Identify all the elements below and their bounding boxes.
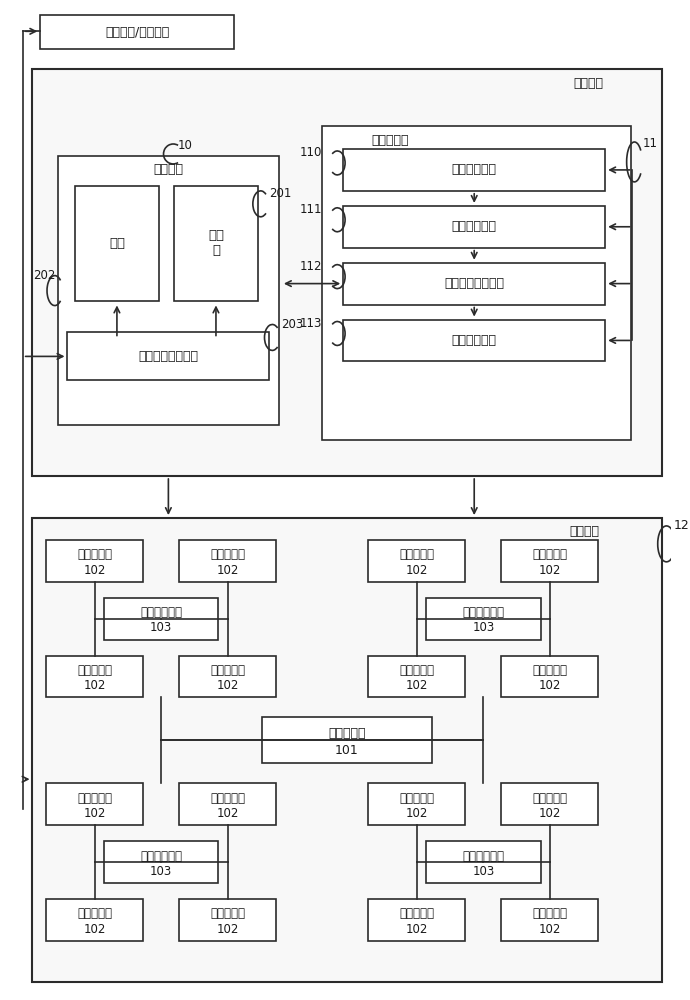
Bar (502, 783, 598, 825)
Text: 从处理电路: 从处理电路 (210, 907, 245, 920)
Bar (368, 899, 466, 941)
Bar (502, 656, 598, 697)
Bar (343, 320, 605, 361)
Bar (343, 263, 605, 305)
Text: 依赖关系处理单元: 依赖关系处理单元 (444, 277, 504, 290)
Text: 103: 103 (473, 621, 495, 634)
Text: 112: 112 (299, 260, 322, 273)
Text: 103: 103 (150, 621, 172, 634)
Text: 102: 102 (539, 679, 561, 692)
Text: 主处理电路: 主处理电路 (328, 727, 366, 740)
Text: 102: 102 (83, 923, 106, 936)
Text: 从处理电路: 从处理电路 (77, 664, 112, 677)
Bar (75, 186, 159, 301)
Text: 从处理电路: 从处理电路 (400, 548, 435, 561)
Bar (368, 656, 466, 697)
Text: 102: 102 (83, 564, 106, 577)
Text: 计算装置: 计算装置 (574, 77, 604, 90)
Bar (179, 899, 276, 941)
Bar (40, 15, 235, 49)
Text: 10: 10 (178, 139, 193, 152)
Bar (58, 156, 279, 425)
Text: 运算单元: 运算单元 (569, 525, 599, 538)
Bar (32, 518, 662, 982)
Bar (179, 783, 276, 825)
Text: 从处理电路: 从处理电路 (533, 548, 567, 561)
Text: 分支处理电路: 分支处理电路 (462, 606, 504, 619)
Text: 分支处理电路: 分支处理电路 (462, 850, 504, 863)
Text: 102: 102 (217, 807, 239, 820)
Text: 数据输入输出单元: 数据输入输出单元 (139, 350, 199, 363)
Text: 201: 201 (269, 187, 292, 200)
Text: 从处理电路: 从处理电路 (77, 907, 112, 920)
Text: 103: 103 (473, 865, 495, 878)
Text: 从处理电路: 从处理电路 (533, 664, 567, 677)
Bar (502, 540, 598, 582)
Text: 103: 103 (150, 865, 172, 878)
Text: 203: 203 (281, 318, 304, 331)
Bar (68, 332, 269, 380)
Bar (368, 783, 466, 825)
Bar (46, 899, 143, 941)
Bar (46, 540, 143, 582)
Text: 102: 102 (83, 679, 106, 692)
Text: 指令缓存单元: 指令缓存单元 (452, 163, 497, 176)
Text: 102: 102 (406, 564, 428, 577)
Text: 外部设备/其他部件: 外部设备/其他部件 (105, 26, 170, 39)
Text: 102: 102 (539, 807, 561, 820)
Text: 111: 111 (299, 203, 322, 216)
Bar (343, 206, 605, 248)
Text: 101: 101 (335, 744, 359, 757)
Bar (46, 656, 143, 697)
Text: 102: 102 (217, 923, 239, 936)
Text: 寄存
器: 寄存 器 (208, 229, 224, 257)
Text: 113: 113 (299, 317, 322, 330)
Text: 110: 110 (299, 146, 322, 159)
Bar (179, 540, 276, 582)
Bar (104, 598, 219, 640)
Bar (426, 598, 541, 640)
Text: 102: 102 (217, 564, 239, 577)
Bar (179, 656, 276, 697)
Bar (502, 899, 598, 941)
Text: 从处理电路: 从处理电路 (77, 548, 112, 561)
Text: 102: 102 (406, 923, 428, 936)
Text: 从处理电路: 从处理电路 (400, 907, 435, 920)
Text: 分支处理电路: 分支处理电路 (140, 606, 182, 619)
Text: 102: 102 (539, 564, 561, 577)
Bar (322, 126, 631, 440)
Text: 从处理电路: 从处理电路 (400, 792, 435, 805)
Text: 102: 102 (406, 807, 428, 820)
Text: 分支处理电路: 分支处理电路 (140, 850, 182, 863)
Bar (368, 540, 466, 582)
Bar (426, 841, 541, 883)
Text: 102: 102 (83, 807, 106, 820)
Text: 缓存: 缓存 (109, 237, 125, 250)
Text: 从处理电路: 从处理电路 (210, 792, 245, 805)
Text: 控制器单元: 控制器单元 (371, 134, 408, 147)
Bar (104, 841, 219, 883)
Bar (32, 69, 662, 476)
Text: 102: 102 (539, 923, 561, 936)
Text: 12: 12 (673, 519, 689, 532)
Text: 指令处理单元: 指令处理单元 (452, 220, 497, 233)
Text: 从处理电路: 从处理电路 (210, 664, 245, 677)
Text: 102: 102 (406, 679, 428, 692)
Text: 从处理电路: 从处理电路 (210, 548, 245, 561)
Text: 从处理电路: 从处理电路 (77, 792, 112, 805)
Bar (46, 783, 143, 825)
Bar (262, 717, 432, 763)
Text: 存储队列单元: 存储队列单元 (452, 334, 497, 347)
Text: 从处理电路: 从处理电路 (533, 907, 567, 920)
Text: 从处理电路: 从处理电路 (400, 664, 435, 677)
Text: 11: 11 (642, 137, 657, 150)
Bar (174, 186, 257, 301)
Text: 102: 102 (217, 679, 239, 692)
Text: 存储单元: 存储单元 (153, 163, 184, 176)
Text: 202: 202 (33, 269, 55, 282)
Bar (343, 149, 605, 191)
Text: 从处理电路: 从处理电路 (533, 792, 567, 805)
